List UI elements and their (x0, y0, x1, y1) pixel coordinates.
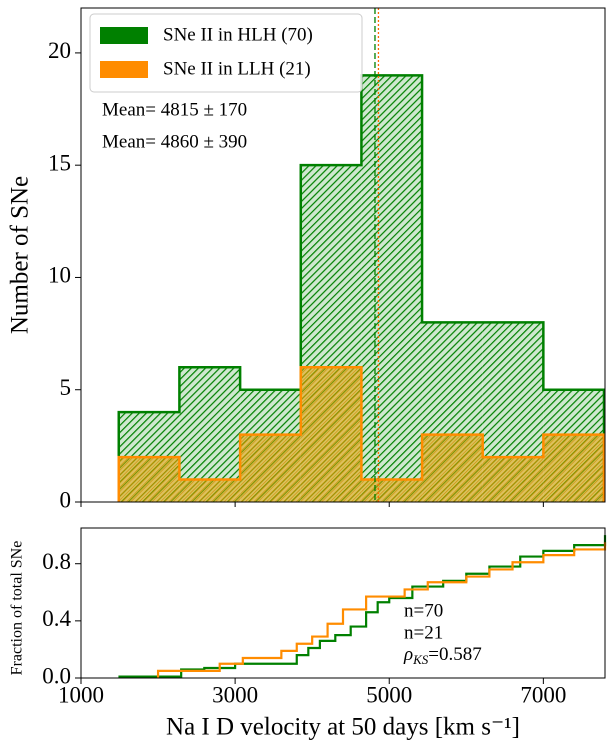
y-tick-label: 10 (48, 263, 71, 288)
legend-label: SNe II in LLH (21) (163, 58, 311, 79)
x-tick-label: 3000 (212, 682, 258, 707)
histogram-panel: 0 5 10 15 20 Number of SNe Mean= 4815 ± 170 Mea… (7, 7, 606, 512)
legend-swatch (100, 27, 148, 44)
bar (118, 457, 180, 502)
y-tick-label: 0.0 (42, 663, 71, 688)
ks-value: =0.587 (428, 644, 481, 665)
y-tick-label: 0.4 (42, 606, 71, 631)
y-tick-label: 15 (48, 150, 71, 175)
bar-outline (117, 366, 606, 502)
bar (240, 434, 301, 502)
legend-box (89, 13, 363, 93)
bar-outline (117, 74, 606, 502)
bar (361, 479, 423, 502)
y-axis-label: Number of SNe (7, 176, 34, 334)
cdf-line (156, 542, 607, 678)
legend-label: SNe II in HLH (70) (163, 24, 313, 45)
y-tick-label: 20 (48, 38, 71, 63)
ks-subscript: KS (412, 652, 429, 667)
ks-statistic: ρKS=0.587 (403, 644, 482, 667)
mean-annotation: Mean= 4860 ± 390 (102, 131, 247, 152)
mean-annotation: Mean= 4815 ± 170 (102, 99, 247, 120)
bar (300, 367, 362, 502)
cdf-line (118, 535, 607, 678)
bar (543, 434, 604, 502)
y-tick-label: 0 (60, 487, 72, 512)
x-tick-label: 7000 (520, 682, 566, 707)
bar (179, 479, 241, 502)
y-tick-label: 0.8 (42, 549, 71, 574)
x-tick-label: 5000 (366, 682, 412, 707)
plot-frame (80, 527, 606, 679)
y-tick-label: 5 (60, 375, 72, 400)
bar (482, 457, 544, 502)
y-axis-label: Fraction of total SNe (9, 541, 26, 676)
ks-symbol: ρ (403, 644, 413, 665)
plot-frame (80, 7, 606, 503)
series-label: n=21 (404, 622, 443, 643)
series-label: n=70 (404, 600, 443, 621)
x-axis-label: Na I D velocity at 50 days [km s⁻¹] (166, 714, 520, 741)
bar (361, 75, 423, 502)
legend-swatch (100, 61, 148, 78)
bar (422, 434, 483, 502)
x-tick-label: 1000 (58, 682, 104, 707)
